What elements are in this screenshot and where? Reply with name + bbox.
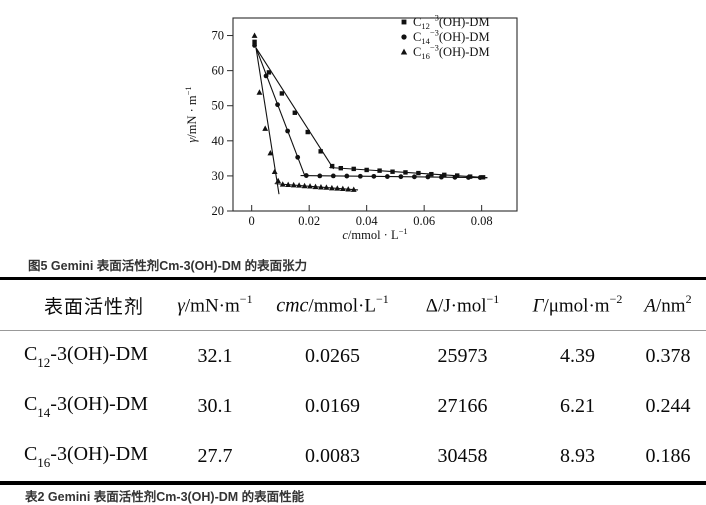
cell-cmc: 0.0083: [305, 444, 360, 467]
y-tick-label: 30: [212, 169, 225, 183]
cell-delta: 25973: [437, 344, 488, 367]
header-surfactant: 表面活性剂: [0, 278, 165, 331]
y-tick-label: 40: [212, 134, 225, 148]
row-label: C14-3(OH)-DM: [23, 393, 149, 420]
cell-gamma: 30.1: [197, 394, 233, 417]
x-axis-label: c/mmol · L−1: [342, 226, 407, 242]
row-label: C16-3(OH)-DM: [23, 443, 149, 470]
cell-Gamma: 4.39: [560, 344, 595, 367]
legend-label: C16−3(OH)-DM: [413, 43, 490, 62]
header-area: A/nm2: [630, 278, 706, 331]
table-row: C14-3(OH)-DM 30.1 0.0169 27166 6.21 0.24…: [0, 381, 706, 431]
table-row: C12-3(OH)-DM 32.1 0.0265 25973 4.39 0.37…: [0, 331, 706, 382]
row-label: C12-3(OH)-DM: [23, 343, 149, 370]
fit-line: [255, 47, 306, 177]
y-tick-label: 70: [212, 29, 225, 43]
x-tick-label: 0.02: [298, 214, 320, 228]
x-tick-label: 0: [249, 214, 255, 228]
cell-gamma: 32.1: [197, 344, 233, 367]
cell-area: 0.186: [645, 444, 691, 467]
cell-area: 0.378: [645, 344, 691, 367]
header-cmc: cmc/mmol·L−1: [265, 278, 400, 331]
surface-tension-figure: 0 0.02 0.04 0.06 0.08 20 30 40 50 60 70 c/mmol · L−…: [183, 6, 530, 250]
y-tick-label: 60: [212, 64, 225, 78]
x-tick-label: 0.04: [356, 214, 379, 228]
surface-tension-chart: 0 0.02 0.04 0.06 0.08 20 30 40 50 60 70 c/mmol · L−…: [183, 13, 518, 242]
legend-label: C12−3(OH)-DM: [413, 13, 490, 32]
plot-box: [232, 17, 518, 212]
legend-label: C14−3(OH)-DM: [413, 28, 490, 47]
header-Gamma: Γ/μmol·m−2: [525, 278, 630, 331]
cell-delta: 27166: [437, 394, 488, 417]
series-C16: [251, 32, 359, 195]
fit-line: [255, 47, 335, 170]
cell-gamma: 27.7: [197, 444, 233, 467]
cell-Gamma: 8.93: [560, 444, 595, 467]
cell-cmc: 0.0169: [305, 394, 360, 417]
series-C14: [252, 42, 488, 180]
y-axis-label: γ/mN · m−1: [185, 86, 199, 142]
cell-cmc: 0.0265: [305, 344, 360, 367]
table-caption: 表2 Gemini 表面活性剂Cm-3(OH)-DM 的表面性能: [25, 490, 305, 504]
cell-Gamma: 6.21: [560, 394, 595, 417]
cell-delta: 30458: [437, 444, 488, 467]
y-tick-label: 50: [212, 99, 225, 113]
x-tick-label: 0.06: [413, 214, 435, 228]
header-gamma: γ/mN·m−1: [165, 278, 265, 331]
figure-caption: 图5 Gemini 表面活性剂Cm-3(OH)-DM 的表面张力: [28, 259, 308, 273]
y-tick-label: 20: [212, 204, 225, 218]
y-axis: 20 30 40 50 60 70: [212, 29, 233, 218]
x-tick-label: 0.08: [471, 214, 493, 228]
table-row: C16-3(OH)-DM 27.7 0.0083 30458 8.93 0.18…: [0, 431, 706, 483]
table-header-row: 表面活性剂 γ/mN·m−1 cmc/mmol·L−1 Δ/J·mol−1 Γ/…: [0, 278, 706, 331]
x-axis: 0 0.02 0.04 0.06 0.08: [249, 205, 493, 228]
cell-area: 0.244: [645, 394, 691, 417]
series-C12: [252, 39, 488, 180]
surface-performance-table: 表面活性剂 γ/mN·m−1 cmc/mmol·L−1 Δ/J·mol−1 Γ/…: [0, 277, 706, 485]
header-delta: Δ/J·mol−1: [400, 278, 525, 331]
